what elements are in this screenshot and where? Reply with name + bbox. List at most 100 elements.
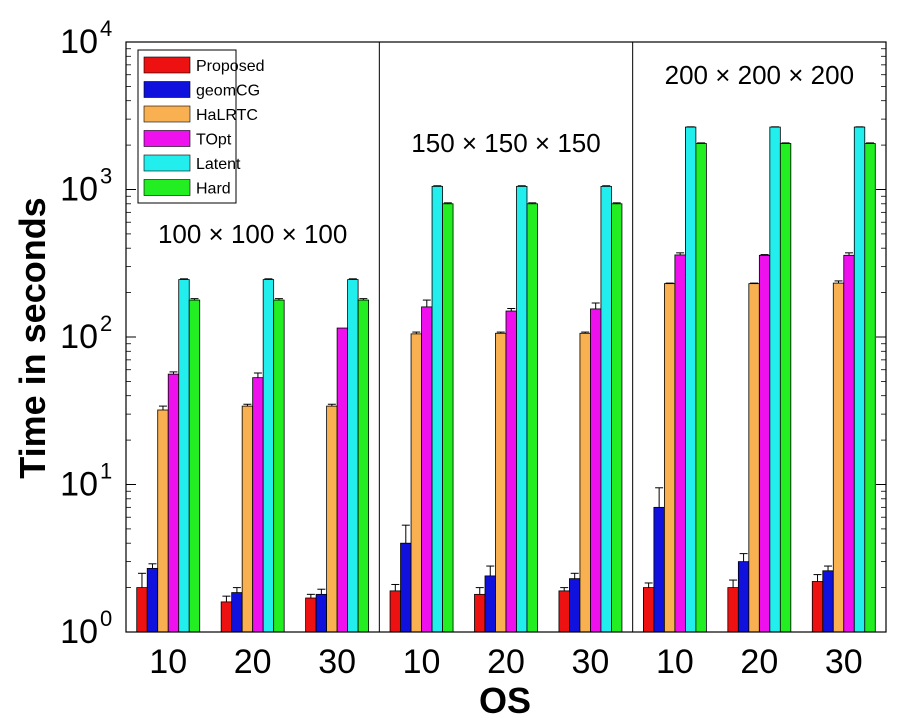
bar [157, 409, 169, 633]
bar [505, 310, 517, 633]
bar [853, 126, 866, 633]
legend-swatch [143, 56, 191, 74]
bar [526, 203, 538, 633]
bar [495, 332, 507, 633]
legend-items: Proposed geomCG HaLRTC TOpt Latent Hard [143, 56, 265, 198]
bar [663, 283, 676, 633]
x-axis-title: OS [479, 680, 531, 721]
bar [779, 143, 792, 633]
group-size-label: 150 × 150 × 150 [411, 128, 600, 158]
x-tick-label: 10 [403, 643, 441, 681]
y-tick-label: 10 [60, 171, 98, 209]
y-tick-label: 10 [60, 23, 98, 61]
bar [748, 283, 760, 633]
legend-label: Latent [196, 156, 241, 173]
bar [347, 279, 359, 633]
x-tick-label: 10 [656, 643, 694, 681]
legend-label: TOpt [196, 132, 232, 149]
x-tick-label: 20 [234, 643, 272, 681]
legend: Proposed geomCG HaLRTC TOpt Latent Hard [137, 49, 265, 204]
legend-swatch [143, 81, 191, 98]
bar [674, 254, 686, 633]
bar [590, 308, 602, 633]
legend-swatch [143, 130, 191, 147]
bar [569, 578, 581, 633]
bar [178, 279, 190, 633]
x-tick-label: 30 [318, 643, 356, 681]
bar [220, 601, 233, 633]
bar [262, 279, 275, 633]
y-tick-exponent: 1 [100, 459, 112, 484]
legend-swatch [143, 154, 191, 172]
x-tick-label: 30 [572, 643, 610, 681]
bar [410, 333, 422, 633]
legend-label: Proposed [196, 58, 265, 75]
bar [769, 126, 781, 633]
y-tick-exponent: 0 [100, 606, 112, 631]
bar [167, 373, 180, 633]
x-tick-label: 10 [149, 643, 187, 681]
bar [611, 203, 623, 633]
bar [600, 185, 612, 633]
bar [146, 567, 159, 633]
legend-label: geomCG [196, 83, 260, 100]
bar [516, 185, 528, 633]
bar [326, 405, 338, 633]
bar [579, 332, 591, 633]
bar [305, 597, 317, 633]
bar [727, 587, 739, 633]
y-tick-exponent: 2 [100, 311, 112, 336]
bar [241, 405, 254, 633]
x-tick-label: 30 [825, 643, 863, 681]
bar [442, 203, 454, 633]
bar [758, 254, 771, 633]
y-tick-label: 10 [60, 613, 98, 651]
group-size-label: 100 × 100 × 100 [158, 219, 347, 249]
bar [484, 575, 496, 633]
bar [653, 506, 665, 633]
bar [136, 587, 148, 633]
legend-label: Hard [196, 181, 231, 198]
bar [695, 143, 707, 633]
x-tick-label: 20 [740, 643, 778, 681]
bar [252, 377, 264, 633]
bar [336, 327, 349, 633]
bar [822, 570, 834, 633]
y-tick-exponent: 4 [100, 16, 112, 41]
legend-swatch [143, 105, 191, 123]
error-bars-layer [137, 126, 875, 602]
legend-box [137, 49, 237, 204]
bar [832, 282, 845, 633]
bar [737, 561, 750, 633]
legend-label: HaLRTC [196, 107, 258, 124]
y-tick-label: 10 [60, 318, 98, 356]
group-labels: 100 × 100 × 100 150 × 150 × 150 200 × 200 … [158, 60, 854, 249]
bar [421, 306, 433, 633]
bar [315, 593, 328, 633]
bar [684, 126, 697, 633]
bar [474, 593, 486, 633]
y-tick-label: 10 [60, 466, 98, 504]
bar [357, 299, 370, 633]
y-tick-exponent: 3 [100, 164, 112, 189]
bar [273, 299, 285, 633]
bar [231, 592, 243, 633]
bar [188, 299, 201, 633]
bar [400, 542, 412, 633]
bar [843, 254, 855, 633]
bar [864, 143, 876, 633]
bar [558, 590, 570, 633]
x-tick-label: 20 [487, 643, 525, 681]
bar [642, 587, 655, 633]
bar [811, 581, 824, 633]
group-size-label: 200 × 200 × 200 [665, 60, 854, 90]
bar [389, 590, 401, 633]
y-axis-title: Time in seconds [12, 197, 53, 478]
x-axis-ticks: 10 20 30 10 20 30 10 20 30 [149, 643, 862, 681]
group-separators [378, 42, 634, 632]
bars-layer [136, 126, 876, 633]
legend-swatch [143, 179, 191, 196]
bar [431, 185, 443, 633]
